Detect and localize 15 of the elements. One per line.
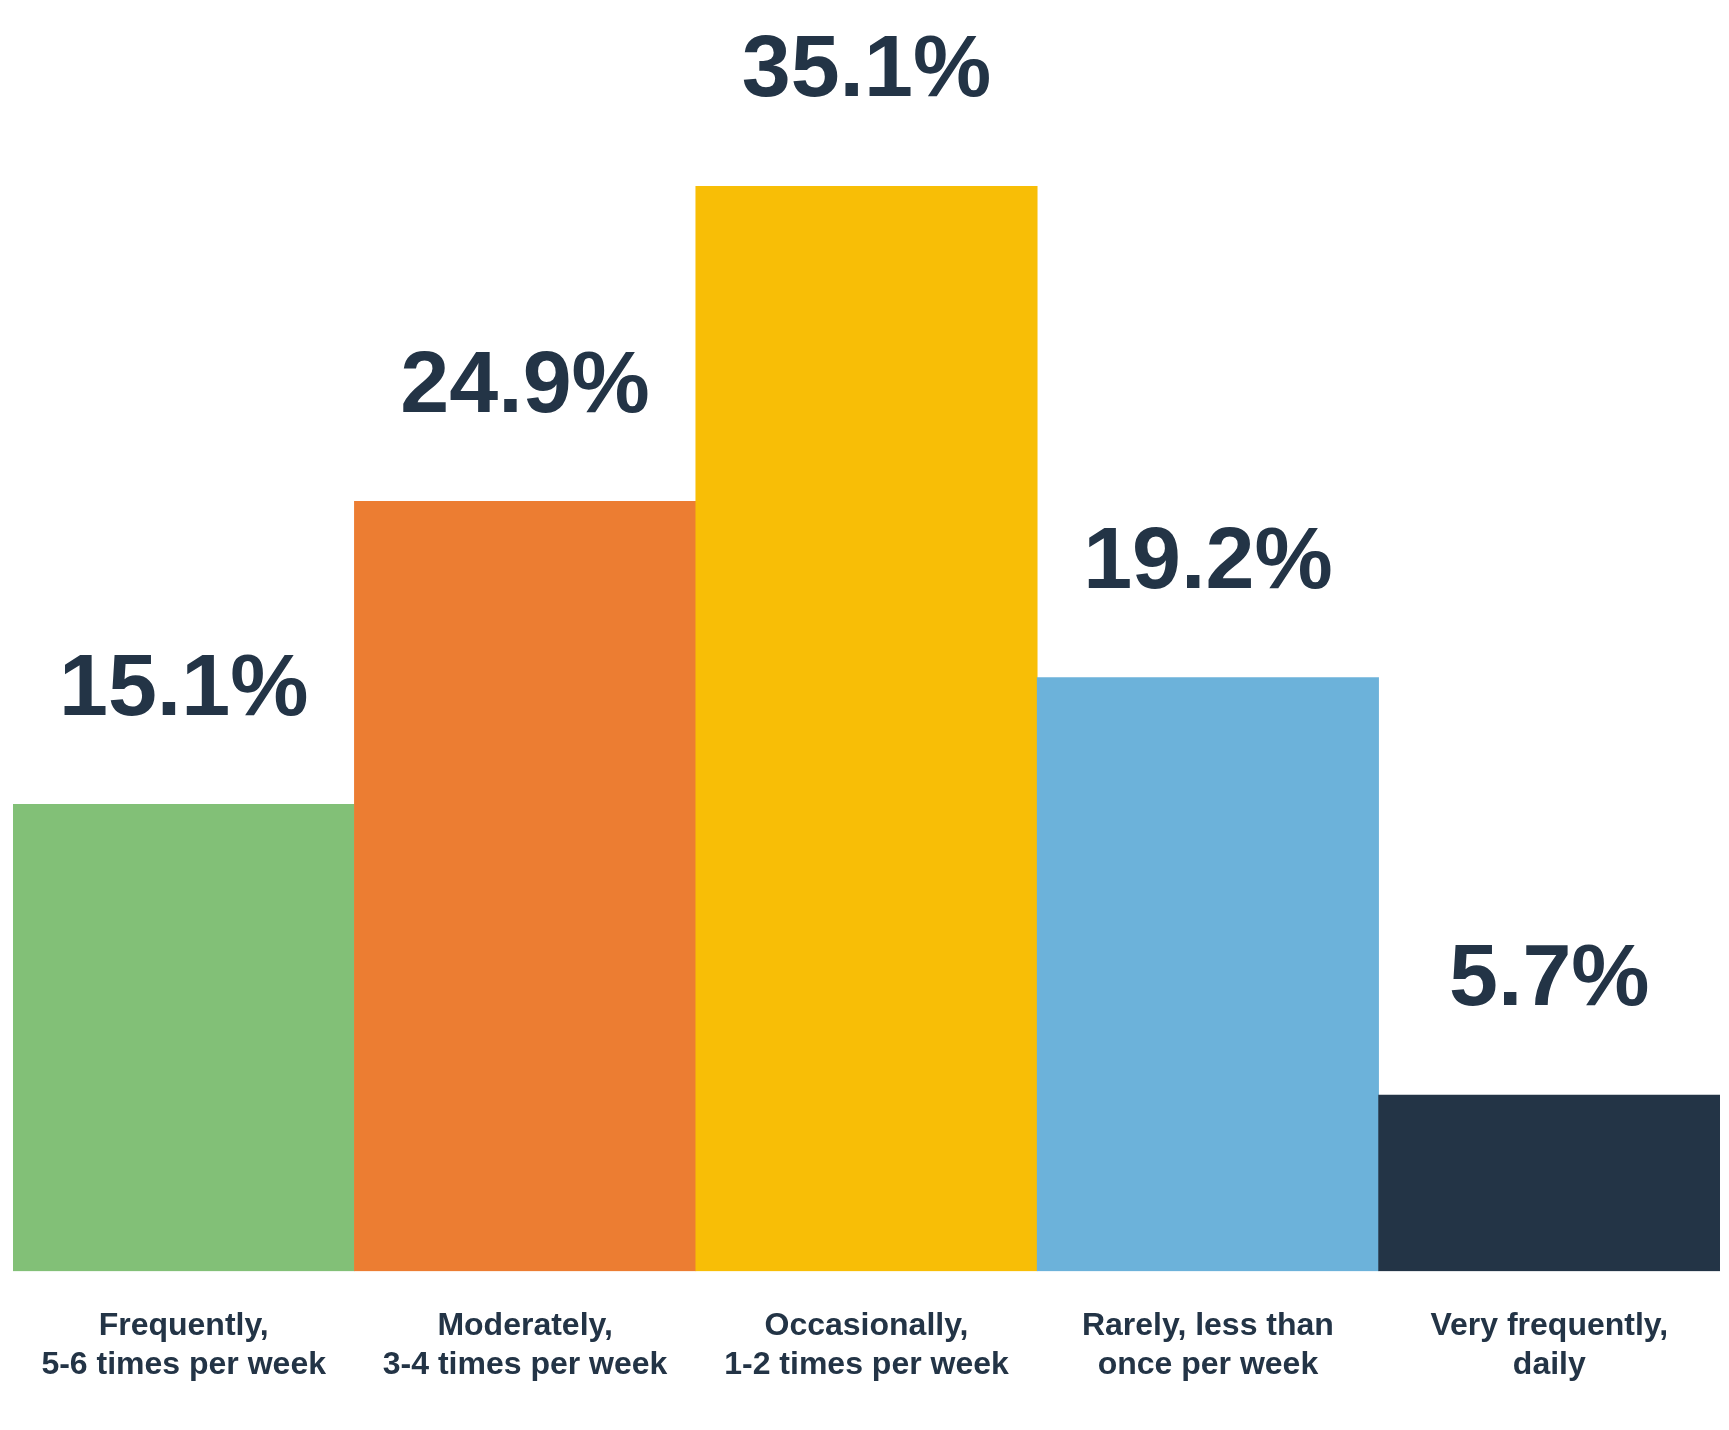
x-tick-label: Occasionally, 1-2 times per week: [724, 1306, 1009, 1381]
data-label: 35.1%: [741, 16, 992, 116]
bar: [695, 186, 1038, 1272]
data-label: 24.9%: [400, 331, 650, 431]
bar: [354, 501, 697, 1272]
bar: [13, 804, 355, 1272]
bar: [1378, 1094, 1720, 1272]
x-tick-label: Frequently, 5-6 times per week: [41, 1306, 327, 1381]
x-tick-label: Rarely, less than once per week: [1081, 1306, 1334, 1381]
data-label: 19.2%: [1083, 507, 1333, 607]
x-tick-label: Moderately, 3-4 times per week: [382, 1306, 668, 1381]
data-label: 15.1%: [58, 634, 309, 734]
bar: [1036, 677, 1379, 1272]
x-tick-label: Very frequently, daily: [1430, 1306, 1669, 1381]
data-label: 5.7%: [1449, 925, 1650, 1025]
